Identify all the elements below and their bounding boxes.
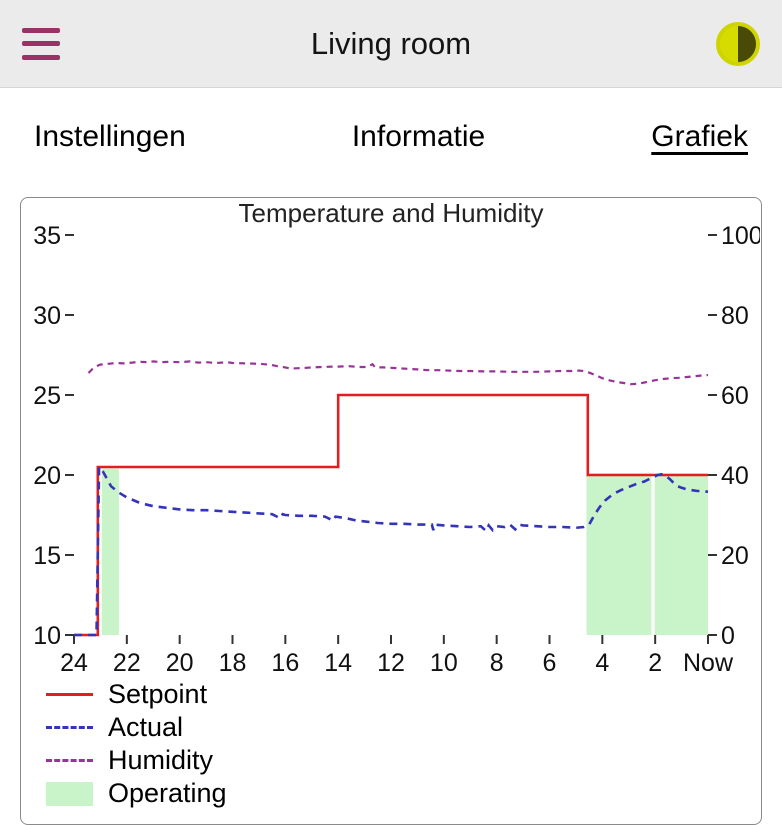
svg-text:20: 20	[721, 542, 749, 570]
svg-text:6: 6	[543, 649, 557, 672]
svg-text:8: 8	[490, 649, 504, 672]
svg-text:15: 15	[33, 542, 61, 570]
operating-fill-swatch	[46, 781, 93, 806]
svg-text:60: 60	[721, 382, 749, 410]
svg-text:30: 30	[33, 302, 61, 330]
chart-legend: Setpoint Actual Humidity Operating	[22, 672, 760, 810]
legend-item-humidity: Humidity	[46, 744, 760, 777]
svg-text:100: 100	[721, 222, 760, 250]
legend-item-actual: Actual	[46, 711, 760, 744]
hamburger-bar	[22, 27, 60, 33]
legend-label: Setpoint	[108, 679, 208, 709]
svg-text:16: 16	[271, 649, 299, 672]
svg-text:10: 10	[33, 622, 61, 650]
hamburger-bar	[22, 41, 60, 46]
svg-text:25: 25	[33, 382, 61, 410]
page-title: Living room	[310, 25, 472, 61]
svg-text:10: 10	[430, 649, 458, 672]
svg-text:Now: Now	[683, 649, 734, 672]
tab-informatie[interactable]: Informatie	[351, 119, 486, 153]
tab-grafiek[interactable]: Grafiek	[651, 119, 748, 153]
hamburger-bar	[22, 54, 60, 60]
svg-text:18: 18	[219, 649, 247, 672]
legend-label: Actual	[108, 712, 184, 742]
tab-bar: Instellingen Informatie Grafiek	[0, 88, 782, 185]
svg-text:20: 20	[166, 649, 194, 672]
svg-text:24: 24	[60, 649, 88, 672]
svg-text:20: 20	[33, 462, 61, 490]
hamburger-menu-icon[interactable]	[22, 27, 62, 60]
svg-text:80: 80	[721, 302, 749, 330]
legend-label: Humidity	[108, 745, 214, 775]
contrast-icon	[716, 21, 760, 66]
humidity-line-swatch	[46, 759, 93, 762]
svg-text:0: 0	[721, 622, 735, 650]
theme-toggle-button[interactable]	[716, 21, 760, 66]
svg-text:35: 35	[33, 222, 61, 250]
svg-text:14: 14	[324, 649, 352, 672]
chart-svg: Temperature and Humidity3530252015101008…	[33, 200, 760, 672]
svg-text:Temperature and Humidity: Temperature and Humidity	[239, 200, 544, 228]
svg-text:4: 4	[595, 649, 609, 672]
setpoint-line-swatch	[46, 693, 93, 696]
svg-text:40: 40	[721, 462, 749, 490]
app-header: Living room	[0, 0, 782, 88]
legend-label: Operating	[108, 778, 227, 808]
tab-instellingen[interactable]: Instellingen	[34, 119, 186, 153]
svg-text:22: 22	[113, 649, 141, 672]
chart-card: Temperature and Humidity 35 30 25 20 15 10 100 8…	[20, 197, 762, 825]
svg-text:12: 12	[377, 649, 405, 672]
svg-text:2: 2	[648, 649, 662, 672]
chart-area: Temperature and Humidity 35 30 25 20 15 10 100 8…	[22, 200, 760, 672]
legend-item-setpoint: Setpoint	[46, 678, 760, 711]
actual-line-swatch	[46, 726, 93, 729]
legend-item-operating: Operating	[46, 777, 760, 810]
